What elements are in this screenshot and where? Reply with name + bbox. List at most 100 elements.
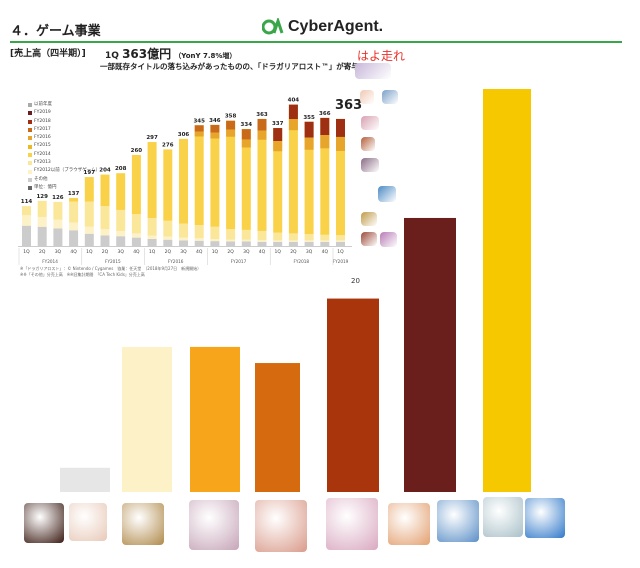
bar-segment — [304, 121, 314, 235]
bar-top-segment — [226, 120, 236, 130]
bar-segment — [131, 237, 141, 246]
bar-segment — [116, 209, 126, 231]
illustrated-bar — [122, 346, 172, 492]
bar-segment — [53, 219, 63, 229]
legend-entry: FY2016 — [28, 134, 100, 142]
bar-segment — [163, 236, 173, 240]
bar-value-label: 137 — [68, 191, 80, 197]
headline-yoy: （YonY 7.8%増） — [174, 52, 237, 60]
x-tick-label: 3Q — [180, 249, 187, 255]
game-icon-2 — [69, 503, 107, 541]
bar-mid-segment — [304, 137, 314, 150]
bar-segment — [304, 241, 314, 246]
bar-segment — [22, 206, 31, 216]
bar-segment — [273, 128, 283, 233]
bar-segment — [226, 229, 236, 240]
bar-segment — [116, 230, 126, 237]
bar-segment — [163, 220, 173, 237]
x-tick-label: 1Q — [337, 249, 344, 255]
bar-segment — [53, 201, 63, 220]
bar-value-label: 197 — [84, 170, 96, 176]
legend-entry: FY2017 — [28, 126, 100, 134]
bar-value-label: 366 — [319, 111, 331, 117]
legend-label: 以前年度 — [34, 102, 52, 107]
fiscal-year-label: FY2018 — [293, 259, 309, 264]
bar-value-label: 345 — [193, 118, 205, 124]
latest-quarter-total-label: 363 — [335, 98, 363, 113]
game-thumb-4-icon — [361, 116, 379, 130]
bar-segment — [100, 174, 110, 207]
bar-segment — [241, 239, 251, 242]
x-tick-label: 4Q — [259, 249, 266, 255]
game-icon-1 — [24, 503, 64, 543]
game-thumb-3-icon — [382, 90, 398, 104]
bar-segment — [147, 218, 157, 236]
bar-segment — [147, 235, 157, 239]
x-tick-label: 1Q — [149, 249, 156, 255]
game-thumb-7-icon — [378, 186, 396, 202]
fiscal-year-label: FY2016 — [168, 259, 184, 264]
bar-segment — [210, 226, 220, 239]
legend-label: FY2015 — [34, 143, 51, 149]
handwritten-annotation: はよ走れ — [357, 49, 406, 63]
bar-top-segment — [210, 124, 220, 133]
legend-swatch — [28, 119, 32, 124]
x-tick-label: 2Q — [39, 249, 46, 255]
legend-label: FY2019 — [34, 110, 51, 116]
game-icon-5 — [255, 500, 307, 552]
footnote-line-2: ※※「その他」分売上高 ※※旧集計期間 「CA Tech Kids」分売上高 — [20, 272, 145, 277]
legend-label: FY2012以前（ブラウザゲーム） — [34, 168, 101, 174]
x-tick-label: 3Q — [306, 249, 313, 255]
bar-segment — [131, 233, 141, 238]
bar-segment — [320, 240, 330, 242]
x-tick-label: 1Q — [212, 249, 219, 255]
bar-top-segment — [241, 129, 251, 140]
bar-segment — [241, 229, 251, 240]
legend-swatch — [28, 152, 32, 157]
legend-entry: FY2018 — [28, 118, 100, 126]
bar-segment — [210, 124, 220, 227]
footnote: ※「ドラガリアロスト」：© Nintendo / Cygames 協業：任天堂 … — [20, 266, 350, 278]
bar-segment — [288, 233, 298, 241]
bar-segment — [194, 238, 204, 241]
game-thumb-8-icon — [361, 212, 377, 226]
legend-label: その他 — [34, 176, 48, 182]
x-tick-label: 2Q — [102, 249, 109, 255]
bar-value-label: 355 — [303, 115, 315, 121]
legend-label: FY2014 — [34, 151, 51, 157]
illustrated-bar — [404, 217, 456, 492]
bar-segment — [84, 233, 94, 246]
x-tick-label: 4Q — [70, 249, 77, 255]
game-icon-10 — [525, 498, 565, 538]
legend-swatch — [28, 103, 32, 108]
bar-segment — [210, 241, 220, 246]
bar-value-label: 114 — [21, 199, 33, 205]
game-icon-7 — [388, 503, 430, 545]
cyberagent-logo-icon — [262, 18, 284, 35]
bar-value-label: 126 — [52, 195, 64, 201]
bar-segment — [273, 232, 283, 241]
x-tick-label: 2Q — [290, 249, 297, 255]
headline: 1Q 363億円 （YonY 7.8%増） — [105, 45, 236, 62]
bar-segment — [147, 239, 157, 246]
bar-value-label: 306 — [178, 132, 190, 138]
page-number: 20 — [351, 277, 360, 285]
illustrated-bar — [255, 363, 300, 492]
bar-value-label: 208 — [115, 166, 127, 172]
brand-logo: CyberAgent. — [262, 18, 383, 36]
x-tick-label: 1Q — [86, 249, 93, 255]
legend-label: FY2013 — [34, 160, 51, 166]
bar-value-label: 363 — [256, 112, 268, 118]
bar-value-label: 404 — [288, 98, 300, 104]
bar-segment — [226, 120, 236, 230]
bar-segment — [179, 138, 188, 224]
bar-segment — [163, 239, 173, 246]
bar-value-label: 337 — [272, 121, 284, 127]
legend-swatch — [28, 128, 32, 133]
bar-mid-segment — [273, 141, 283, 152]
bar-segment — [22, 215, 31, 226]
legend-entry: 以前年度 — [28, 101, 100, 109]
game-icon-3 — [122, 503, 164, 545]
bar-value-label: 346 — [209, 118, 221, 124]
bar-segment — [116, 236, 126, 246]
